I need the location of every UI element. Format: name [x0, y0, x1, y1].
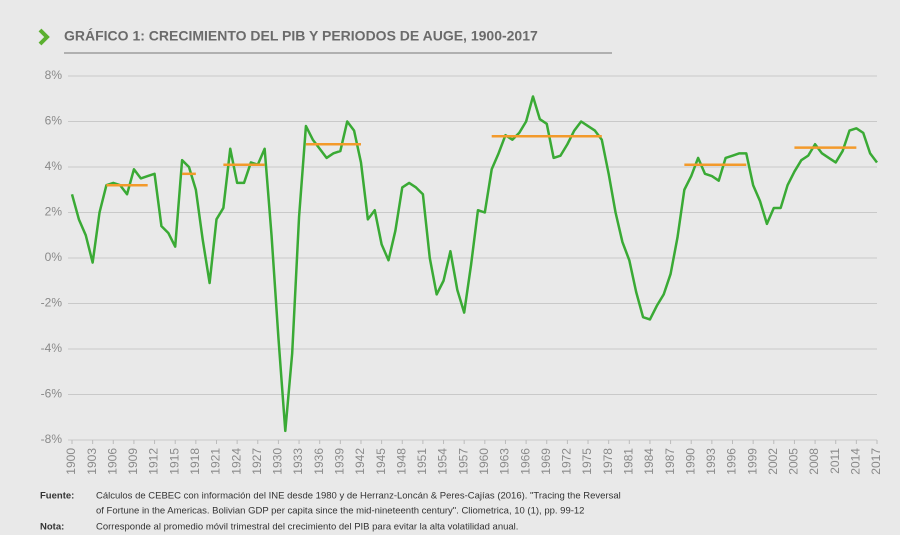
x-tick-label: 1993: [704, 448, 718, 475]
x-tick-label: 1966: [518, 448, 532, 475]
x-tick-label: 1987: [663, 448, 677, 475]
y-tick-label: 4%: [45, 159, 63, 173]
x-tick-label: 1903: [85, 448, 99, 475]
source-text: of Fortune in the Americas. Bolivian GDP…: [96, 506, 584, 517]
x-tick-label: 2008: [807, 448, 821, 475]
x-tick-label: 1939: [333, 448, 347, 475]
x-tick-label: 1975: [580, 448, 594, 475]
chevron-icon: [38, 28, 50, 46]
x-tick-label: 1981: [621, 448, 635, 475]
x-tick-label: 1921: [209, 448, 223, 475]
data-line: [70, 95, 878, 433]
y-tick-label: 0%: [45, 250, 63, 264]
x-tick-label: 1972: [560, 448, 574, 475]
chart-title: GRÁFICO 1: CRECIMIENTO DEL PIB Y PERIODO…: [64, 28, 538, 44]
x-tick-label: 2005: [787, 448, 801, 475]
x-tick-label: 1951: [415, 448, 429, 475]
y-tick-label: -2%: [41, 296, 63, 310]
source-text: Cálculos de CEBEC con información del IN…: [96, 491, 621, 502]
x-tick-label: 1918: [188, 448, 202, 475]
x-tick-label: 1945: [374, 448, 388, 475]
y-tick-label: 8%: [45, 68, 63, 82]
x-tick-label: 2017: [869, 448, 883, 475]
x-tick-label: 1942: [353, 448, 367, 475]
x-tick-label: 1996: [725, 448, 739, 475]
x-tick-label: 1969: [539, 448, 553, 475]
x-tick-label: 1909: [126, 448, 140, 475]
x-tick-label: 1906: [105, 448, 119, 475]
y-tick-label: -8%: [41, 432, 63, 446]
note-text: Corresponde al promedio móvil trimestral…: [96, 522, 518, 533]
x-tick-label: 1912: [147, 448, 161, 475]
x-tick-label: 1936: [312, 448, 326, 475]
source-label: Fuente:: [40, 491, 74, 502]
y-tick-label: 6%: [45, 114, 63, 128]
x-tick-label: 1900: [64, 448, 78, 475]
y-tick-label: 2%: [45, 205, 63, 219]
x-tick-label: 1990: [683, 448, 697, 475]
x-tick-label: 1978: [601, 448, 615, 475]
note-label: Nota:: [40, 522, 64, 533]
y-tick-label: -4%: [41, 341, 63, 355]
x-tick-label: 1963: [498, 448, 512, 475]
x-tick-label: 1954: [436, 448, 450, 475]
x-tick-label: 1948: [394, 448, 408, 475]
x-tick-label: 2002: [766, 448, 780, 475]
x-tick-label: 1984: [642, 448, 656, 475]
x-tick-label: 1933: [291, 448, 305, 475]
x-tick-label: 1957: [456, 448, 470, 475]
x-tick-label: 1924: [229, 448, 243, 475]
x-tick-label: 2014: [849, 448, 863, 475]
x-tick-label: 1960: [477, 448, 491, 475]
x-tick-label: 1999: [745, 448, 759, 475]
x-tick-label: 1915: [167, 448, 181, 475]
x-tick-label: 1930: [271, 448, 285, 475]
x-tick-label: 1927: [250, 448, 264, 475]
y-tick-label: -6%: [41, 387, 63, 401]
x-tick-label: 2011: [828, 448, 842, 474]
